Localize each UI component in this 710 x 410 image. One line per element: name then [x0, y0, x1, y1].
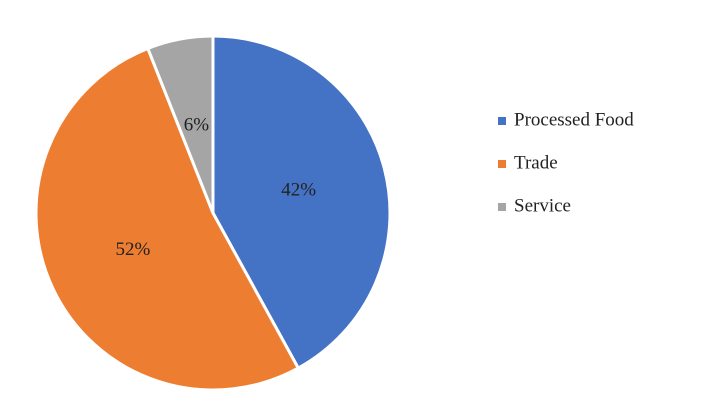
data-label: 42%	[281, 179, 316, 200]
legend-label: Trade	[514, 152, 558, 173]
pie-slice	[145, 34, 215, 214]
data-label: 6%	[184, 114, 210, 135]
pie-slice	[211, 34, 392, 371]
legend-swatch	[498, 160, 506, 168]
legend-label: Processed Food	[514, 109, 634, 130]
pie-slice	[34, 46, 301, 392]
legend-swatch	[498, 117, 506, 125]
data-label: 52%	[116, 239, 151, 260]
legend-label: Service	[514, 195, 571, 216]
legend-swatch	[498, 203, 506, 211]
